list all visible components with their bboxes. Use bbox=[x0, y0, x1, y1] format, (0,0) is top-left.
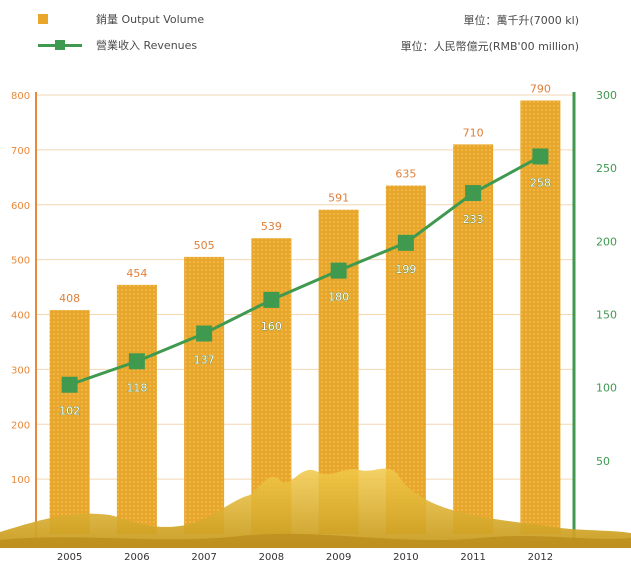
x-axis-tick-label: 2005 bbox=[57, 552, 82, 563]
revenue-marker bbox=[465, 185, 482, 202]
revenue-marker bbox=[263, 291, 280, 308]
left-axis-tick-label: 200 bbox=[11, 420, 30, 431]
x-axis-tick-label: 2007 bbox=[191, 552, 216, 563]
right-axis-tick-label: 250 bbox=[596, 162, 617, 175]
x-axis-tick-label: 2006 bbox=[124, 552, 149, 563]
bar-value-label: 591 bbox=[328, 192, 349, 205]
x-axis-tick-label: 2009 bbox=[326, 552, 351, 563]
x-axis-tick-label: 2010 bbox=[393, 552, 418, 563]
bar-value-label: 710 bbox=[463, 126, 484, 139]
bar-value-label: 790 bbox=[530, 82, 551, 95]
right-axis-tick-label: 200 bbox=[596, 235, 617, 248]
left-axis-tick-label: 600 bbox=[11, 201, 30, 212]
revenue-value-label: 199 bbox=[395, 263, 416, 276]
left-axis-tick-label: 500 bbox=[11, 256, 30, 267]
bar bbox=[453, 144, 494, 534]
left-axis-tick-label: 800 bbox=[11, 91, 30, 102]
left-axis-tick-label: 300 bbox=[11, 365, 30, 376]
revenue-marker bbox=[330, 262, 347, 279]
right-axis-tick-label: 100 bbox=[596, 382, 617, 395]
legend-line-label: 營業收入 Revenues bbox=[96, 39, 198, 52]
x-axis-tick-label: 2012 bbox=[528, 552, 553, 563]
revenue-value-label: 137 bbox=[194, 354, 215, 367]
revenue-marker bbox=[61, 376, 78, 393]
line-unit-label: 單位：人民幣億元(RMB'00 million) bbox=[400, 40, 579, 53]
bar-value-label: 454 bbox=[126, 267, 147, 280]
bar-unit-label: 單位：萬千升(7000 kl) bbox=[463, 14, 580, 27]
left-axis-tick-label: 100 bbox=[11, 475, 30, 486]
oil-splash-decoration bbox=[0, 468, 631, 548]
revenue-marker bbox=[196, 325, 213, 342]
bar bbox=[520, 100, 561, 535]
left-axis-tick-label: 400 bbox=[11, 311, 30, 322]
revenue-value-label: 258 bbox=[530, 176, 551, 189]
left-axis-tick-label: 700 bbox=[11, 146, 30, 157]
legend-line-swatch bbox=[38, 40, 82, 50]
revenue-line bbox=[69, 155, 542, 387]
legend-bar-swatch bbox=[38, 14, 48, 24]
legend-line: 營業收入 Revenues bbox=[0, 35, 197, 55]
revenue-value-label: 118 bbox=[126, 381, 147, 394]
x-axis-tick-label: 2011 bbox=[460, 552, 485, 563]
revenue-marker bbox=[397, 234, 414, 251]
x-axis-tick-label: 2008 bbox=[259, 552, 284, 563]
bar-value-label: 408 bbox=[59, 292, 80, 305]
bar-value-label: 505 bbox=[194, 239, 215, 252]
revenue-marker bbox=[532, 148, 549, 165]
right-axis-tick-label: 50 bbox=[596, 455, 610, 468]
bar-value-label: 539 bbox=[261, 220, 282, 233]
legend-bar-label: 銷量 Output Volume bbox=[96, 13, 205, 26]
revenue-value-label: 102 bbox=[59, 405, 80, 418]
bar bbox=[116, 284, 157, 534]
bar bbox=[49, 310, 90, 534]
right-axis-tick-label: 150 bbox=[596, 309, 617, 322]
revenue-marker bbox=[128, 353, 145, 370]
revenue-value-label: 233 bbox=[463, 213, 484, 226]
revenue-value-label: 180 bbox=[328, 291, 349, 304]
legend-bar: 銷量 Output Volume bbox=[0, 9, 204, 29]
revenue-value-label: 160 bbox=[261, 320, 282, 333]
bar bbox=[184, 256, 225, 534]
right-axis-tick-label: 300 bbox=[596, 89, 617, 102]
bar-value-label: 635 bbox=[395, 168, 416, 181]
